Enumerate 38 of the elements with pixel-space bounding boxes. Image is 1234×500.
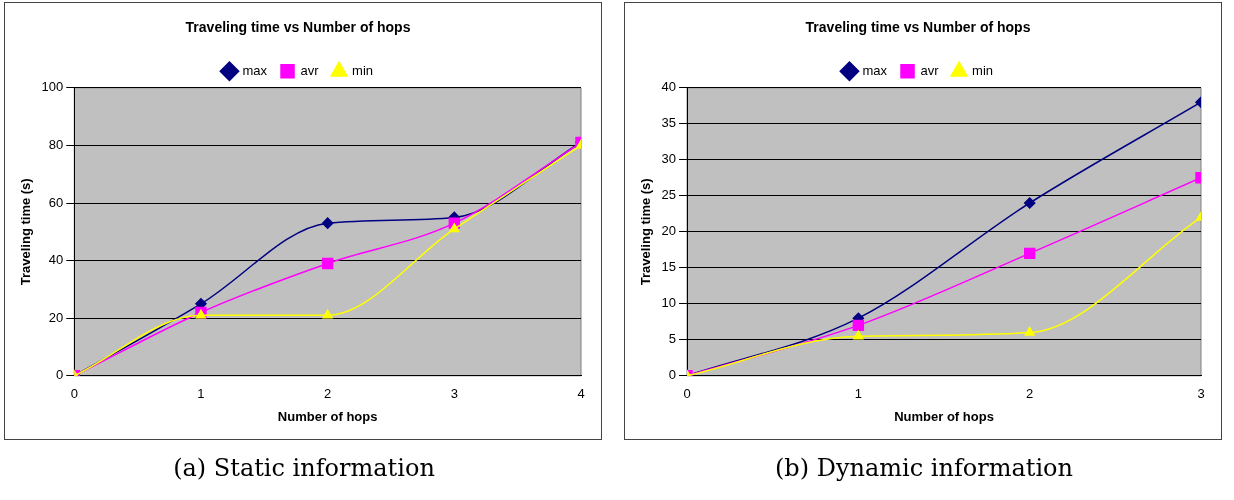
y-tick-label: 0 [56, 367, 64, 383]
text: (b) Dynamic information [774, 454, 1074, 482]
y-tick-label: 25 [661, 187, 677, 203]
chart-title: Traveling time vs Number of hops [185, 19, 411, 36]
y-tick-label: 40 [661, 79, 677, 95]
y-tick-label: 100 [41, 79, 64, 95]
y-axis-title: Traveling time (s) [18, 178, 34, 286]
legend-label: avr [300, 62, 320, 78]
x-axis-title: Number of hops [277, 408, 378, 424]
x-tick-label: 2 [1026, 386, 1034, 402]
legend-label: min [352, 62, 374, 78]
x-tick-label: 0 [683, 386, 691, 402]
legend-label: max [862, 62, 888, 78]
y-axis-title: Traveling time (s) [638, 178, 654, 286]
x-tick-label: 3 [450, 386, 458, 402]
text: (a) Static information [172, 454, 436, 482]
y-tick-label: 5 [668, 331, 677, 347]
x-tick-label: 4 [577, 386, 585, 402]
x-tick-label: 0 [70, 386, 78, 402]
x-tick-label: 2 [324, 386, 332, 402]
x-tick-label: 1 [197, 386, 205, 402]
x-tick-label: 3 [1197, 386, 1205, 402]
y-tick-label: 0 [668, 367, 677, 383]
y-tick-label: 35 [661, 115, 677, 131]
y-tick-label: 10 [661, 295, 677, 311]
x-axis-title: Number of hops [894, 408, 994, 424]
y-tick-label: 30 [661, 151, 677, 167]
y-tick-label: 60 [48, 194, 64, 210]
chart-title: Traveling time vs Number of hops [805, 19, 1031, 36]
y-tick-label: 40 [48, 252, 64, 268]
legend-label: max [242, 62, 268, 78]
x-tick-label: 1 [854, 386, 862, 402]
y-tick-label: 20 [48, 309, 64, 325]
y-tick-label: 15 [661, 259, 677, 275]
y-tick-label: 20 [661, 223, 677, 239]
y-tick-label: 80 [48, 136, 64, 152]
legend-label: avr [920, 62, 940, 78]
legend-label: min [972, 62, 994, 78]
